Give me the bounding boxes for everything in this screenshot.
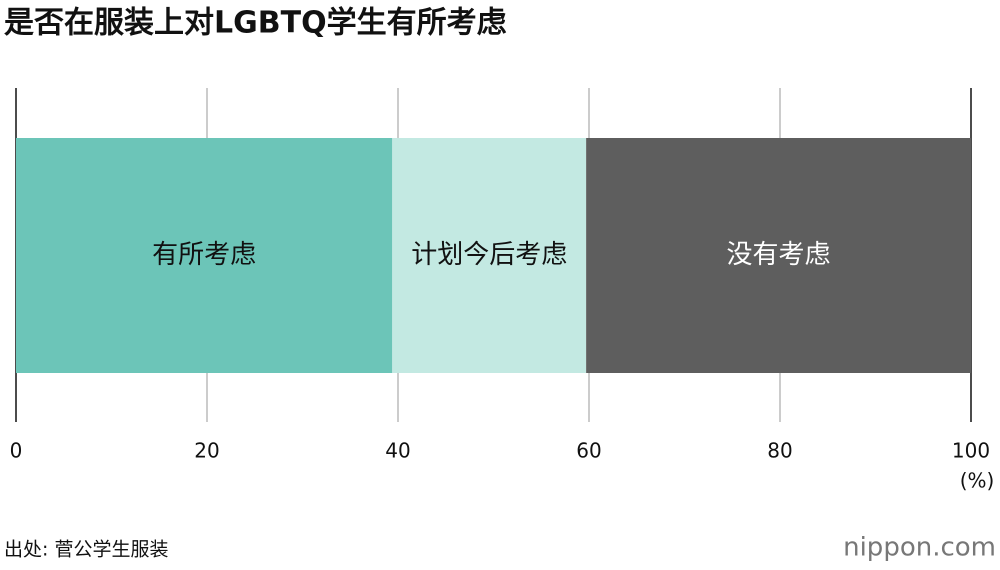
x-axis-label: (%)	[960, 469, 995, 493]
chart-title: 是否在服装上对LGBTQ学生有所考虑	[4, 6, 507, 41]
bar-segment	[392, 138, 587, 373]
x-tick-label: 100	[952, 439, 990, 463]
bar-segment	[586, 138, 971, 373]
segment-label: 计划今后考虑	[411, 240, 567, 270]
x-tick-label: 20	[194, 439, 219, 463]
x-tick-label: 40	[385, 439, 410, 463]
x-tick-label: 80	[767, 439, 792, 463]
x-tick-label: 60	[576, 439, 601, 463]
source: 出处: 菅公学生服装	[4, 539, 168, 561]
logo: nippon.com	[843, 533, 996, 563]
segment-label: 没有考虑	[727, 240, 831, 270]
bar-segment	[16, 138, 393, 373]
segment-label: 有所考虑	[152, 240, 256, 270]
x-tick-label: 0	[10, 439, 23, 463]
